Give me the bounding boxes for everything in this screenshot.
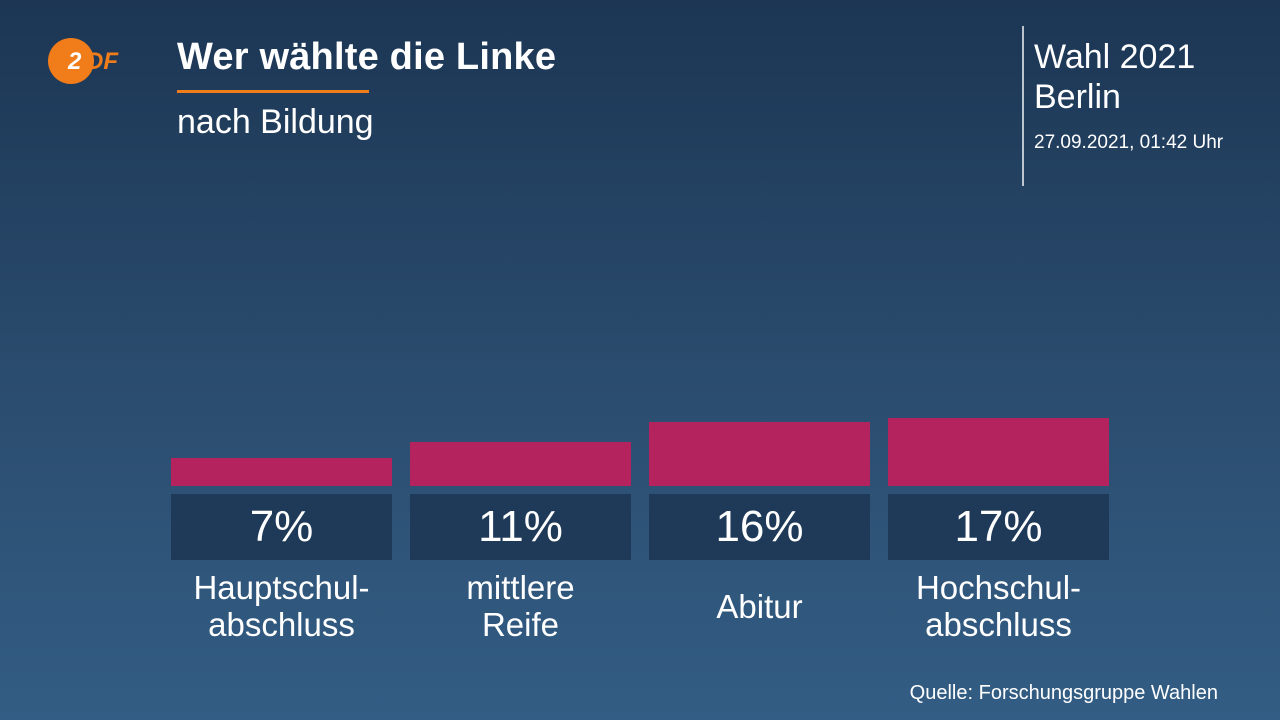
- bar-0: [171, 458, 392, 486]
- election-region: Berlin: [1034, 78, 1121, 116]
- zdf-logo: 2 DF: [48, 38, 119, 84]
- chart-title: Wer wählte die Linke: [177, 36, 557, 78]
- chart-subtitle: nach Bildung: [177, 103, 374, 141]
- bar-value-label: 7%: [171, 494, 392, 560]
- category-label: Abitur: [716, 587, 803, 625]
- source-note: Quelle: Forschungsgruppe Wahlen: [909, 682, 1218, 704]
- bar-3: [888, 418, 1109, 486]
- info-divider: [1022, 26, 1024, 186]
- category-label: mittlere Reife: [466, 569, 575, 643]
- svg-text:2: 2: [67, 48, 82, 75]
- title-underline: [177, 90, 369, 93]
- bar-value-label: 11%: [410, 494, 631, 560]
- bar-value-label: 17%: [888, 494, 1109, 560]
- svg-text:DF: DF: [86, 48, 119, 75]
- category-label: Hochschul- abschluss: [915, 569, 1082, 643]
- timestamp: 27.09.2021, 01:42 Uhr: [1034, 132, 1224, 153]
- bar-1: [410, 442, 631, 486]
- bar-2: [649, 422, 870, 486]
- bar-value-label: 16%: [649, 494, 870, 560]
- category-label: Hauptschul- abschluss: [193, 569, 370, 643]
- election-info: Wahl 2021 Berlin: [1034, 37, 1195, 117]
- election-name: Wahl 2021: [1034, 38, 1196, 76]
